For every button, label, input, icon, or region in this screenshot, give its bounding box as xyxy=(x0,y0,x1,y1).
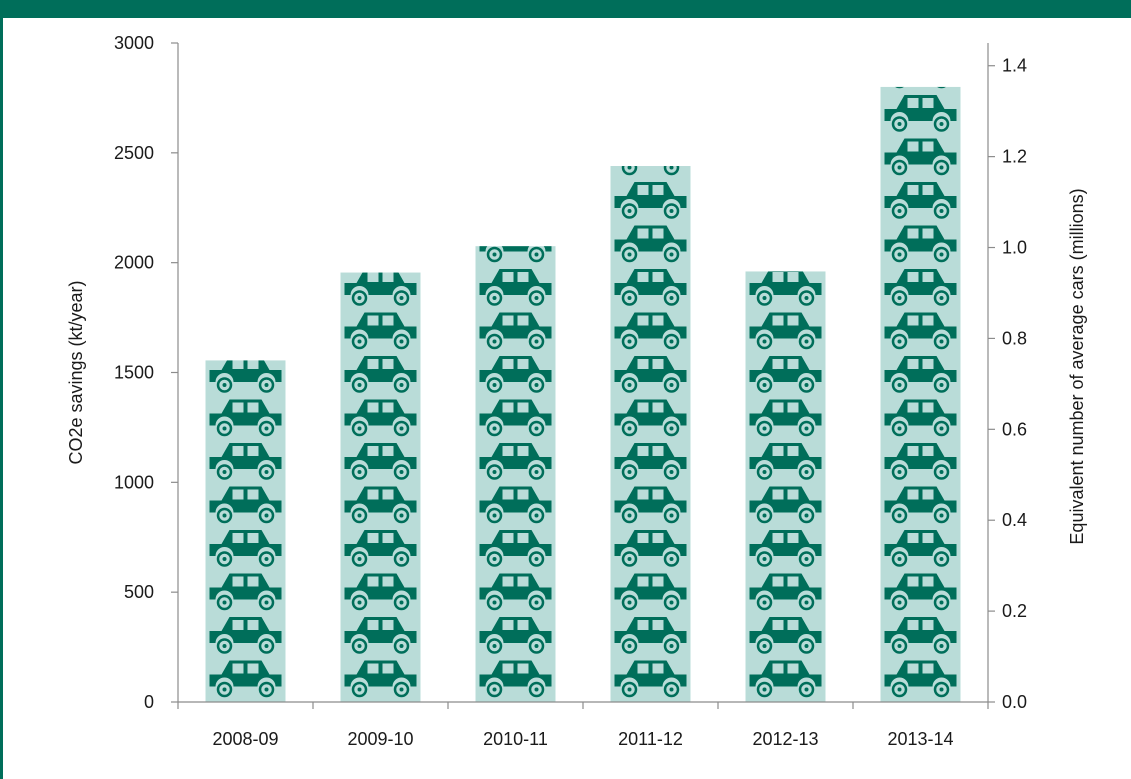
y-tick-label: 500 xyxy=(124,582,154,602)
header-bar xyxy=(0,0,1131,18)
bar-2011-12 xyxy=(610,166,691,703)
y-tick-label: 1000 xyxy=(114,472,154,492)
x-tick-label: 2009-10 xyxy=(347,729,413,749)
y2-axis-label: Equivalent number of average cars (milli… xyxy=(1067,188,1087,544)
y2-tick-label: 1.0 xyxy=(1002,238,1027,258)
y-tick-label: 0 xyxy=(144,692,154,712)
bar-2009-10 xyxy=(340,272,421,702)
left-border xyxy=(0,0,3,779)
x-tick-label: 2008-09 xyxy=(212,729,278,749)
y-tick-label: 2000 xyxy=(114,253,154,273)
y2-tick-label: 0.4 xyxy=(1002,510,1027,530)
bars-group xyxy=(205,86,961,703)
y-tick-label: 1500 xyxy=(114,363,154,383)
bar-2008-09 xyxy=(205,360,286,702)
y2-tick-label: 1.2 xyxy=(1002,147,1027,167)
bar-2010-11 xyxy=(475,246,556,703)
y2-tick-label: 0.2 xyxy=(1002,601,1027,621)
bar-car-pattern xyxy=(880,86,961,702)
bar-2013-14 xyxy=(880,86,961,702)
x-tick-label: 2013-14 xyxy=(887,729,953,749)
x-tick-label: 2012-13 xyxy=(752,729,818,749)
y2-tick-label: 0.0 xyxy=(1002,692,1027,712)
bar-car-pattern xyxy=(340,272,421,702)
y-tick-label: 3000 xyxy=(114,33,154,53)
bar-car-pattern xyxy=(205,360,286,702)
x-tick-label: 2011-12 xyxy=(618,729,683,749)
bar-car-pattern xyxy=(475,246,556,703)
y-axis-label: CO2e savings (kt/year) xyxy=(66,280,86,464)
bar-car-pattern xyxy=(610,166,691,703)
y2-tick-label: 0.8 xyxy=(1002,328,1027,348)
y2-tick-label: 0.6 xyxy=(1002,419,1027,439)
bar-car-pattern xyxy=(745,271,826,702)
y-tick-label: 2500 xyxy=(114,143,154,163)
bar-2012-13 xyxy=(745,271,826,702)
y2-tick-label: 1.4 xyxy=(1002,56,1027,76)
x-tick-label: 2010-11 xyxy=(483,729,548,749)
axes-group: 0 500 1000 1500 2000 2500 3000 0.0 0.2 0.4 0.6 0.8 1… xyxy=(114,33,1027,749)
